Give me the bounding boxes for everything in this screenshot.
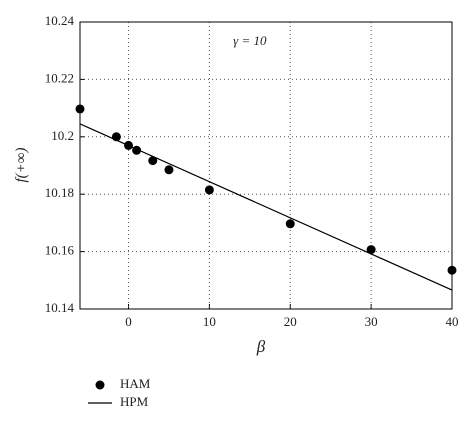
x-tick-label: 0: [125, 314, 132, 329]
y-tick-label: 10.14: [45, 300, 75, 315]
point: [447, 265, 457, 275]
point: [164, 165, 174, 175]
x-axis-label: β: [256, 337, 266, 356]
y-tick-label: 10.24: [45, 13, 75, 28]
annotation: γ = 10: [233, 33, 267, 48]
point: [75, 104, 85, 114]
legend-marker: [95, 380, 105, 390]
x-tick-label: 30: [365, 314, 378, 329]
y-tick-label: 10.2: [51, 128, 74, 143]
point: [148, 156, 158, 166]
y-tick-label: 10.22: [45, 70, 74, 85]
y-axis-label: f(+∞): [13, 148, 29, 183]
x-tick-label: 20: [284, 314, 297, 329]
point: [285, 219, 295, 229]
legend-label: HPM: [120, 394, 149, 409]
line: [79, 123, 453, 291]
y-tick-label: 10.18: [45, 185, 74, 200]
point: [204, 185, 214, 195]
legend-label: HAM: [120, 376, 151, 391]
point: [366, 245, 376, 255]
x-tick-label: 10: [203, 314, 216, 329]
y-tick-label: 10.16: [45, 243, 75, 258]
x-tick-label: 40: [446, 314, 459, 329]
plot-frame: [79, 21, 453, 310]
